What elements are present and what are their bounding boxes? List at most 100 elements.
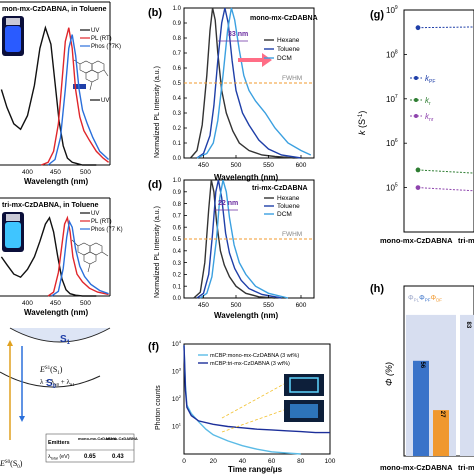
bar-h-label-1: 27 (439, 411, 445, 418)
ytick-label-d: 0.4 (173, 249, 182, 255)
point-g-1 (415, 167, 421, 173)
series-b-1 (196, 7, 302, 159)
panel-f-ticks: 101 102 103 104 0 20 40 60 80 100 (172, 339, 336, 465)
ytick-label-b: 0.7 (173, 51, 182, 57)
panel-b-shift-arrow (238, 53, 272, 67)
ytick-label-b: 0.1 (173, 141, 182, 147)
panel-g-xtick-0: mono-mx-CzDABNA (380, 236, 453, 245)
panel-a-xtick-1: 450 (50, 169, 61, 176)
panel-h-ylabel: Φ (%) (384, 362, 394, 386)
photo-pointer-mono (221, 383, 285, 419)
legend-c-uv: UV (91, 211, 99, 217)
emission-arrow-head (19, 416, 25, 422)
xtick-label-f: 60 (268, 458, 276, 465)
ytick-label-b: 0.9 (173, 21, 182, 27)
series-g-1-line (417, 169, 474, 174)
emitter-table (45, 433, 135, 463)
legend-a-phos: Phos (77K) (91, 44, 121, 50)
table-header-emitters: Emitters (48, 440, 70, 446)
panel-b-ylabel: Normalized PL Intensity (a.u.) (154, 66, 161, 158)
panel-d-annotation: 22 nm (218, 200, 238, 207)
legend-c-phos: Phos (77 K) (91, 227, 123, 233)
panel-b: (b) 0.0 0.1 0.2 0.3 0.4 0.5 0.6 0.7 0.8 0.9 1.0 450… (148, 6, 318, 182)
panel-f-letter: (f) (148, 341, 159, 353)
panel-d-letter: (d) (148, 179, 162, 191)
legend-a-pl: PL (RT) (91, 36, 112, 42)
legend-b-toluene: Toluene (277, 46, 300, 53)
series-c-1 (47, 215, 109, 297)
panel-b-ticks: 0.0 0.1 0.2 0.3 0.4 0.5 0.6 0.7 0.8 0.9 1.0 450 500 5… (173, 6, 307, 169)
ytick-label-g: 107 (386, 94, 398, 104)
s0-label: S0 (46, 378, 57, 390)
xtick-label-b: 450 (198, 162, 209, 169)
panel-a-xlabel: Wavelength (nm) (24, 177, 88, 186)
panel-g: (g) 105 106 107 108 109 k (S-1) kPF kr knr m… (357, 5, 474, 245)
point-g-2 (415, 185, 421, 191)
table-header-mono: mono-mx-CzDABNA (78, 436, 117, 441)
series-d-0 (193, 179, 276, 299)
xtick-label-f: 40 (239, 458, 247, 465)
table-row-label: λtotal (eV) (48, 454, 70, 461)
legend-g-kpf: kPF (425, 74, 435, 85)
legend-g-knr-marker (414, 114, 418, 118)
xtick-label-b: 550 (263, 162, 274, 169)
series-c-0 (0, 216, 97, 297)
ytick-label-f: 104 (172, 339, 182, 348)
ytick-label-f: 101 (172, 422, 182, 431)
legend-d-dcm: DCM (277, 211, 292, 218)
xtick-label-f: 0 (182, 458, 186, 465)
panel-f-frame (183, 343, 331, 455)
legend-f-mono: mCBP:mono-mx-CzDABNA (3 wt%) (210, 353, 299, 359)
es0-label: ES0(S0) (0, 459, 23, 470)
ytick-label-g: 105 (386, 183, 398, 193)
vial-glow-mono (5, 26, 21, 52)
legend-a-uv: UV (101, 98, 109, 104)
table-value-mono: 0.65 (84, 454, 96, 460)
panel-g-xtick-1: tri-m (458, 236, 474, 245)
ytick-label-d: 0.5 (173, 237, 182, 243)
s1-potential-curve (9, 327, 111, 343)
legend-a-uv-label: UV (91, 28, 99, 34)
ytick-label-f: 103 (172, 367, 182, 376)
panel-g-frame (403, 9, 474, 233)
legend-h-phi: ΦPLΦPFΦDF (408, 295, 442, 303)
panel-b-annotation: 33 nm (228, 31, 248, 38)
legend-f-tri: mCBP:tri-mx-CzDABNA (3 wt%) (210, 361, 290, 367)
device-glow-mono (289, 377, 319, 393)
series-g-0-line (417, 26, 474, 29)
panel-d-xlabel: Wavelength (nm) (214, 311, 278, 320)
vial-glow-tri (5, 222, 21, 248)
panel-a: mon-mx-CzDABNA, in Toluene UV UV PL (RT)… (0, 1, 121, 186)
panel-d-label: tri-mx-CzDABNA (252, 185, 308, 192)
ytick-label-d: 0.8 (173, 202, 182, 208)
plot-h: 56 27 83 (406, 314, 474, 456)
lambda-formula: λ = λS0 + λS1 (40, 378, 75, 387)
ytick-label-f: 102 (172, 394, 182, 403)
legend-d-toluene: Toluene (277, 203, 300, 210)
panel-g-letter: (g) (370, 9, 384, 21)
xtick-label-f: 20 (210, 458, 218, 465)
panel-f-ylabel: Photon counts (155, 385, 162, 430)
xtick-label-d: 550 (263, 302, 274, 309)
panel-g-ticks: 105 106 107 108 109 (386, 5, 407, 193)
bar-h-pf-mono (413, 360, 429, 456)
ytick-label-b: 0.4 (173, 96, 182, 102)
ytick-label-g: 109 (386, 5, 398, 15)
panel-a-xtick-2: 500 (80, 169, 91, 176)
panel-a-xtick-0: 400 (22, 169, 33, 176)
panel-e: S1 S0 ES1(S1) λ = λS0 + λS1 ES0(S0) Emit… (0, 327, 138, 470)
panel-b-fwhm-label: FWHM (282, 75, 302, 82)
ytick-label-b: 1.0 (173, 6, 182, 12)
series-f-1 (183, 345, 330, 434)
xtick-label-b: 500 (231, 162, 242, 169)
bar-h-label-0: 56 (419, 361, 425, 368)
ytick-label-d: 0.7 (173, 214, 182, 220)
ytick-label-b: 0.5 (173, 81, 182, 87)
ytick-label-d: 0.0 (173, 296, 182, 302)
ytick-label-d: 0.3 (173, 261, 182, 267)
xtick-label-f: 80 (297, 458, 305, 465)
xtick-label-d: 500 (231, 302, 242, 309)
ytick-label-b: 0.0 (173, 156, 182, 162)
legend-g-knr: knr (425, 112, 434, 123)
